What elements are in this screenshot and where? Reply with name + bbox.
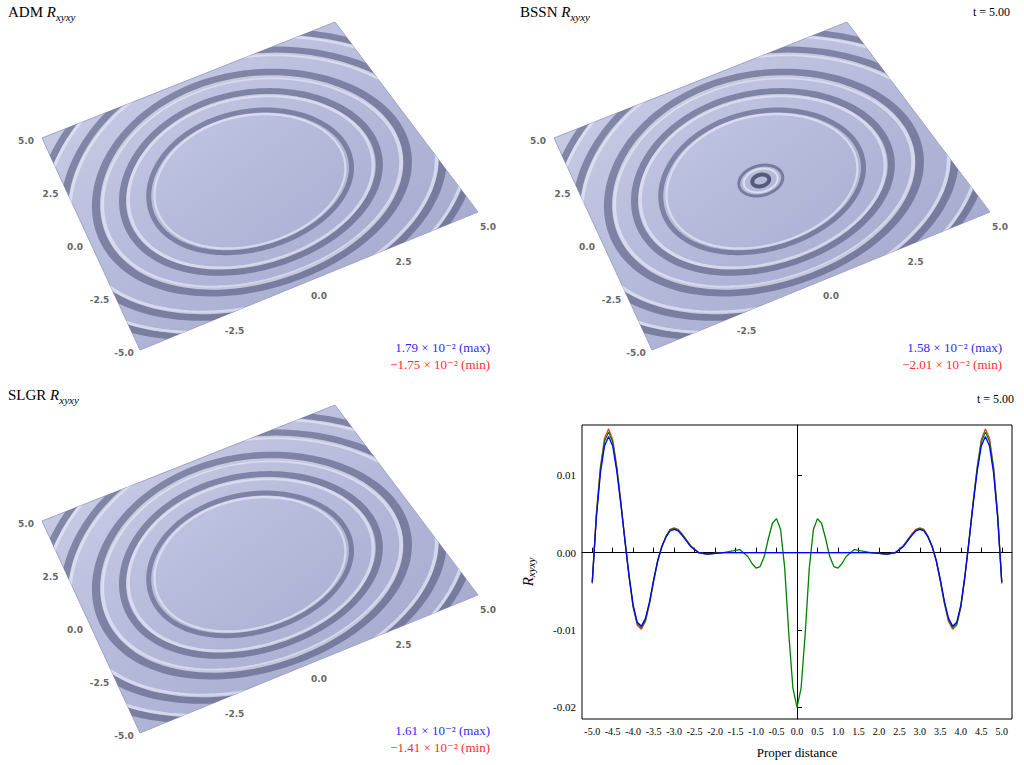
svg-text:-5.0: -5.0	[114, 731, 134, 741]
svg-text:SLGR Rxyxy: SLGR Rxyxy	[8, 387, 79, 406]
svg-text:-4.5: -4.5	[605, 726, 621, 737]
svg-text:0.0: 0.0	[311, 291, 327, 301]
svg-text:5.0: 5.0	[480, 222, 496, 232]
svg-text:1.5: 1.5	[852, 726, 865, 737]
svg-text:5.0: 5.0	[530, 136, 546, 146]
svg-text:4.0: 4.0	[955, 726, 968, 737]
svg-text:-5.0: -5.0	[584, 726, 600, 737]
svg-text:-2.5: -2.5	[90, 295, 110, 305]
svg-text:0.0: 0.0	[791, 726, 804, 737]
svg-text:1.0: 1.0	[832, 726, 845, 737]
svg-text:-1.0: -1.0	[748, 726, 764, 737]
svg-text:-2.5: -2.5	[90, 678, 110, 688]
svg-text:5.0: 5.0	[992, 222, 1008, 232]
svg-text:t = 5.00: t = 5.00	[973, 5, 1010, 19]
svg-text:2.5: 2.5	[43, 189, 59, 199]
svg-text:−1.75 × 10⁻² (min): −1.75 × 10⁻² (min)	[390, 357, 490, 372]
svg-text:−1.41 × 10⁻² (min): −1.41 × 10⁻² (min)	[390, 740, 490, 755]
svg-text:3.0: 3.0	[914, 726, 927, 737]
svg-text:-5.0: -5.0	[114, 348, 134, 358]
svg-text:Proper distance: Proper distance	[757, 745, 838, 760]
svg-text:2.5: 2.5	[396, 257, 412, 267]
svg-text:5.0: 5.0	[18, 136, 34, 146]
svg-text:−2.01 × 10⁻² (min): −2.01 × 10⁻² (min)	[902, 357, 1002, 372]
svg-text:2.5: 2.5	[396, 640, 412, 650]
svg-text:5.0: 5.0	[18, 519, 34, 529]
svg-text:-0.5: -0.5	[769, 726, 785, 737]
svg-text:0.0: 0.0	[67, 625, 83, 635]
svg-text:3.5: 3.5	[934, 726, 947, 737]
svg-text:t = 5.00: t = 5.00	[977, 392, 1014, 406]
svg-text:-1.5: -1.5	[728, 726, 744, 737]
svg-text:-2.0: -2.0	[707, 726, 723, 737]
svg-text:2.0: 2.0	[873, 726, 886, 737]
svg-text:xyxy: xyxy	[525, 558, 537, 579]
svg-text:R: R	[520, 577, 536, 587]
svg-text:0.01: 0.01	[557, 469, 576, 481]
svg-text:0.5: 0.5	[811, 726, 824, 737]
svg-text:BSSN Rxyxy: BSSN Rxyxy	[520, 4, 590, 23]
svg-text:-2.5: -2.5	[602, 295, 622, 305]
svg-text:0.0: 0.0	[823, 291, 839, 301]
svg-text:0.0: 0.0	[67, 242, 83, 252]
svg-text:1.58 × 10⁻² (max): 1.58 × 10⁻² (max)	[907, 340, 1002, 355]
svg-text:2.5: 2.5	[43, 572, 59, 582]
svg-text:-2.5: -2.5	[225, 709, 245, 719]
svg-text:5.0: 5.0	[996, 726, 1009, 737]
svg-text:-3.5: -3.5	[646, 726, 662, 737]
svg-text:-4.0: -4.0	[625, 726, 641, 737]
svg-text:-2.5: -2.5	[225, 326, 245, 336]
svg-text:-2.5: -2.5	[737, 326, 757, 336]
svg-text:4.5: 4.5	[975, 726, 988, 737]
svg-text:2.5: 2.5	[893, 726, 906, 737]
svg-text:-5.0: -5.0	[626, 348, 646, 358]
svg-text:1.79 × 10⁻² (max): 1.79 × 10⁻² (max)	[395, 340, 490, 355]
svg-text:2.5: 2.5	[908, 257, 924, 267]
svg-text:ADM Rxyxy: ADM Rxyxy	[8, 4, 76, 23]
svg-text:0.0: 0.0	[311, 674, 327, 684]
svg-text:2.5: 2.5	[555, 189, 571, 199]
svg-text:-2.5: -2.5	[687, 726, 703, 737]
svg-text:-3.0: -3.0	[666, 726, 682, 737]
svg-text:-0.01: -0.01	[553, 624, 576, 636]
svg-text:1.61 × 10⁻² (max): 1.61 × 10⁻² (max)	[395, 723, 490, 738]
svg-text:0.0: 0.0	[579, 242, 595, 252]
svg-text:5.0: 5.0	[480, 605, 496, 615]
svg-text:-0.02: -0.02	[553, 701, 576, 713]
svg-text:0.00: 0.00	[557, 547, 577, 559]
